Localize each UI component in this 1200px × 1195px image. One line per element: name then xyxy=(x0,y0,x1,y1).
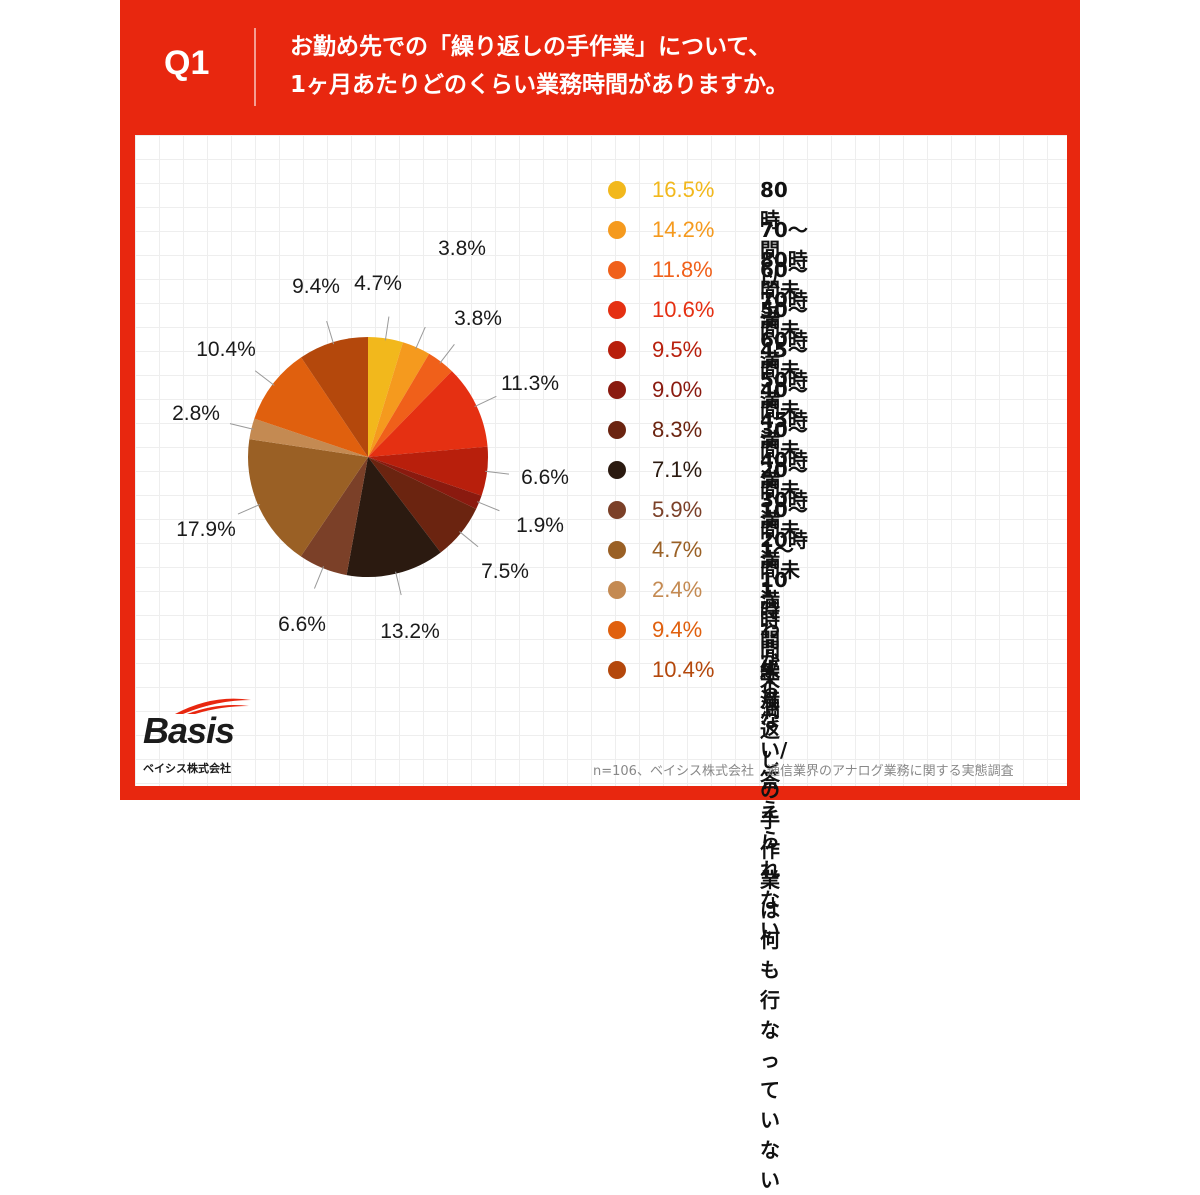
basis-logo: Basis ベイシス株式会社 xyxy=(143,698,253,780)
slice-label: 2.8% xyxy=(172,402,220,425)
legend-dot-icon xyxy=(608,461,626,479)
footnote: n=106、ベイシス株式会社 通信業界のアナログ業務に関する実態調査 xyxy=(593,764,1014,779)
legend-dot-icon xyxy=(608,541,626,559)
leader-line xyxy=(474,395,497,407)
legend-label: 40〜45時間未満 xyxy=(760,378,808,492)
leader-line xyxy=(459,531,479,548)
legend-label: 60〜70時間未満 xyxy=(760,258,808,372)
leader-line xyxy=(439,344,455,364)
leader-line xyxy=(326,321,335,345)
leader-line xyxy=(415,326,426,350)
leader-line xyxy=(237,503,261,515)
slice-label: 4.7% xyxy=(354,272,402,295)
legend-label: 30〜40時間未満 xyxy=(760,418,808,532)
legend-percent: 14.2% xyxy=(652,217,715,242)
slice-label: 3.8% xyxy=(438,237,486,260)
logo-name: Basis xyxy=(143,710,235,751)
pie-chart: 4.7% 3.8% 3.8% 11.3% 6.6% 1.9% 7.5% 13.2% 6.6% 17… xyxy=(172,237,569,643)
leader-line xyxy=(395,571,402,596)
leader-line xyxy=(254,370,275,386)
leader-line xyxy=(384,316,390,341)
legend-dot-icon xyxy=(608,301,626,319)
pie-slice xyxy=(249,418,368,457)
slice-label: 11.3% xyxy=(501,372,559,395)
pie-slice xyxy=(346,457,441,578)
legend-percent: 9.0% xyxy=(652,377,703,402)
legend-dot-icon xyxy=(608,221,626,239)
legend-label: 70〜80時間未満 xyxy=(760,218,808,332)
legend-dot-icon xyxy=(608,181,626,199)
leader-line xyxy=(229,423,254,430)
legend-label: 10〜20時間未満 xyxy=(760,498,808,612)
pie-slice xyxy=(368,337,403,457)
legend-percent: 8.3% xyxy=(652,417,703,442)
slice-label: 10.4% xyxy=(196,338,256,361)
pie-slice xyxy=(368,371,488,457)
legend-dot-icon xyxy=(608,261,626,279)
leader-line xyxy=(477,501,500,512)
header-divider xyxy=(254,28,256,106)
pie-slice xyxy=(368,457,482,509)
legend-percent: 10.4% xyxy=(652,657,715,682)
legend-label: 50〜60時間未満 xyxy=(760,298,808,412)
legend-dot-icon xyxy=(608,341,626,359)
pie-slice xyxy=(368,342,430,457)
legend-percent: 5.9% xyxy=(652,497,703,522)
legend-dot-icon xyxy=(608,421,626,439)
legend-label: 1時間未満 xyxy=(760,578,780,722)
legend-percent: 4.7% xyxy=(652,537,703,562)
question-text: お勤め先での「繰り返しの手作業」について、 1ヶ月あたりどのくらい業務時間があり… xyxy=(290,34,789,98)
legend-percent: 2.4% xyxy=(652,577,703,602)
logo-subtitle: ベイシス株式会社 xyxy=(143,762,231,775)
pie-slice xyxy=(247,439,368,557)
legend-dot-icon xyxy=(608,501,626,519)
legend-dot-icon xyxy=(608,381,626,399)
pie-slice xyxy=(301,337,368,457)
legend-label: 80時間以上 xyxy=(760,178,788,322)
pie-slice xyxy=(254,357,368,457)
slice-label: 6.6% xyxy=(521,466,569,489)
legend-percent: 9.5% xyxy=(652,337,703,362)
slice-label: 9.4% xyxy=(292,275,340,298)
slice-label: 3.8% xyxy=(454,307,502,330)
legend-percent: 10.6% xyxy=(652,297,715,322)
logo-swoosh-icon xyxy=(175,698,251,714)
legend-dot-icon xyxy=(608,661,626,679)
slice-label: 6.6% xyxy=(278,613,326,636)
pie-slice xyxy=(368,353,452,457)
slice-label: 1.9% xyxy=(516,514,564,537)
legend-percent: 16.5% xyxy=(652,177,715,202)
slice-label: 13.2% xyxy=(380,620,440,643)
legend-dot-icon xyxy=(608,621,626,639)
legend-label: 繰り返しの手作業は 何も行なっていない xyxy=(760,658,780,1192)
leader-line xyxy=(485,470,510,475)
legend-percent: 9.4% xyxy=(652,617,703,642)
legend-percent: 7.1% xyxy=(652,457,703,482)
pie-slice xyxy=(300,457,368,576)
pie-slice xyxy=(368,457,477,553)
leader-line xyxy=(313,566,324,589)
legend-label: 1〜10時間未満 xyxy=(760,538,794,712)
legend-label: 45〜50時間未満 xyxy=(760,338,808,452)
slice-label: 7.5% xyxy=(481,560,529,583)
legend-dot-icon xyxy=(608,581,626,599)
question-label: Q1 xyxy=(164,44,210,82)
slice-label: 17.9% xyxy=(176,518,236,541)
pie-slice xyxy=(368,446,488,496)
legend-percent: 11.8% xyxy=(652,257,713,282)
legend-label: 20〜30時間未満 xyxy=(760,458,808,572)
